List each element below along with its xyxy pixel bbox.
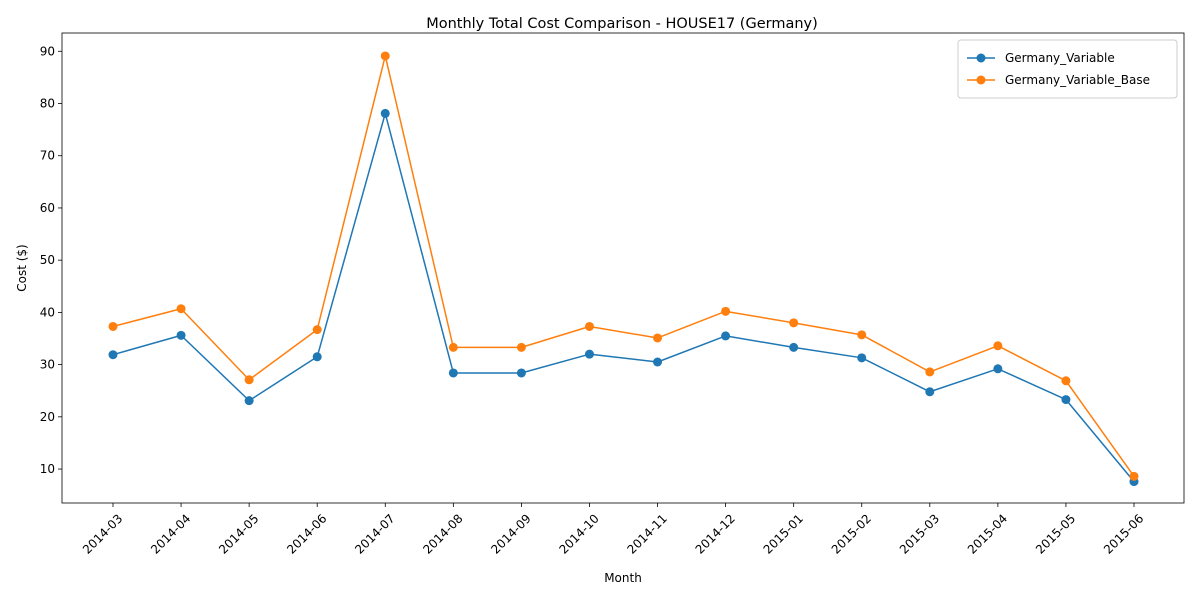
x-tick-label: 2015-03 [897,511,942,556]
data-point [993,341,1003,351]
legend-label-variable-base: Germany_Variable_Base [1005,73,1150,87]
data-point [176,330,186,340]
data-point [584,321,594,331]
data-point [312,352,322,362]
x-tick-label: 2014-12 [693,511,738,556]
data-point [516,368,526,378]
data-point [380,51,390,61]
legend-marker-variable-base [976,75,986,85]
y-tick-label: 70 [40,149,55,163]
chart-title: Monthly Total Cost Comparison - HOUSE17 … [426,16,818,32]
x-tick-label: 2014-10 [556,511,601,556]
y-tick-label: 60 [40,201,55,215]
y-axis-label: Cost ($) [15,244,29,292]
y-tick-label: 10 [40,462,55,476]
data-point [925,367,935,377]
x-tick-label: 2014-04 [148,511,193,556]
x-tick-label: 2014-07 [352,511,397,556]
x-tick-label: 2014-09 [488,511,533,556]
data-point [176,304,186,314]
x-tick-label: 2014-11 [625,511,670,556]
data-point [108,321,118,331]
y-tick-label: 50 [40,253,55,267]
y-tick-label: 90 [40,44,55,58]
legend-marker-variable [976,53,986,63]
data-point [1061,395,1071,405]
series-line [112,55,1135,477]
legend-box [957,39,1178,99]
legend: Germany_Variable Germany_Variable_Base [957,39,1178,99]
x-tick-label: 2015-06 [1101,511,1146,556]
data-point [653,333,663,343]
legend-label-variable: Germany_Variable [1005,51,1115,65]
data-point [584,349,594,359]
data-point [108,350,118,360]
y-tick-label: 20 [40,410,55,424]
series-1 [108,51,1139,481]
series-line [112,112,1135,483]
series-layer [108,51,1139,487]
x-tick-label: 2015-01 [761,511,806,556]
data-point [653,357,663,367]
data-point [993,364,1003,374]
data-point [721,331,731,341]
data-point [244,396,254,406]
x-tick-label: 2014-08 [420,511,465,556]
data-point [516,342,526,352]
data-point [789,342,799,352]
data-point [448,368,458,378]
x-tick-label: 2014-05 [216,511,261,556]
data-point [721,306,731,316]
x-axis-label: Month [604,571,642,585]
data-point [1129,471,1139,481]
data-point [857,330,867,340]
data-point [380,108,390,118]
y-tick-label: 40 [40,305,55,319]
data-point [789,318,799,328]
y-axis: 10 20 30 40 50 60 70 80 90 [40,44,62,476]
data-point [312,325,322,335]
plot-area [61,32,1185,504]
y-tick-label: 80 [40,97,55,111]
data-point [1061,376,1071,386]
x-tick-label: 2014-03 [80,511,125,556]
x-tick-label: 2015-05 [1033,511,1078,556]
x-axis: 2014-03 2014-04 2014-05 2014-06 2014-07 2014-… [80,503,1146,557]
y-tick-label: 30 [40,358,55,372]
data-point [244,375,254,385]
data-point [448,342,458,352]
x-tick-label: 2015-04 [965,511,1010,556]
x-tick-label: 2015-02 [829,511,874,556]
series-0 [108,108,1139,487]
x-tick-label: 2014-06 [284,511,329,556]
data-point [925,387,935,397]
data-point [857,353,867,363]
